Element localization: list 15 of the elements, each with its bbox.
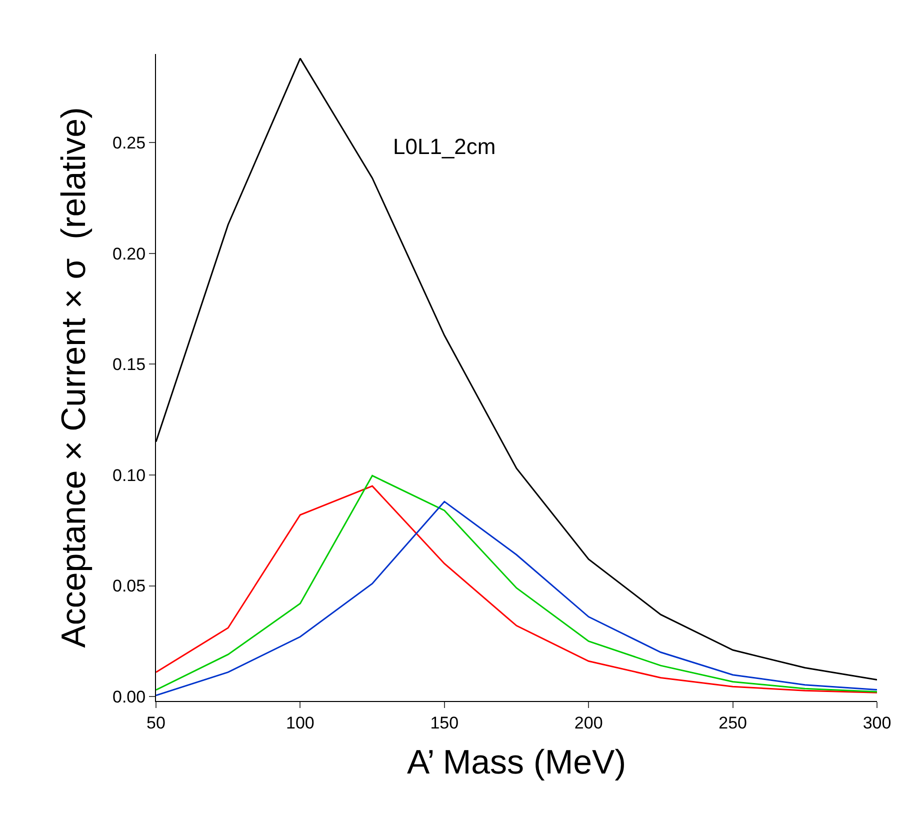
x-tick-label: 250 <box>718 713 747 732</box>
x-tick-label: 100 <box>286 713 314 732</box>
x-tick-label: 200 <box>574 713 603 732</box>
y-tick-label: 0.10 <box>112 466 146 485</box>
y-tick-label: 0.05 <box>112 576 146 596</box>
annotation: L0L1_2cm <box>393 134 496 159</box>
y-axis-title: Acceptance × Current × σ (relative) <box>55 107 94 648</box>
x-tick-label: 150 <box>430 713 459 732</box>
x-tick-label: 50 <box>146 713 166 732</box>
y-tick-label: 0.25 <box>112 134 146 153</box>
x-axis-title: A’ Mass (MeV) <box>406 744 626 782</box>
y-tick-label: 0.15 <box>112 355 146 374</box>
x-tick-label: 300 <box>862 713 892 732</box>
y-tick-label: 0.00 <box>112 688 146 707</box>
y-tick-label: 0.20 <box>112 244 146 264</box>
